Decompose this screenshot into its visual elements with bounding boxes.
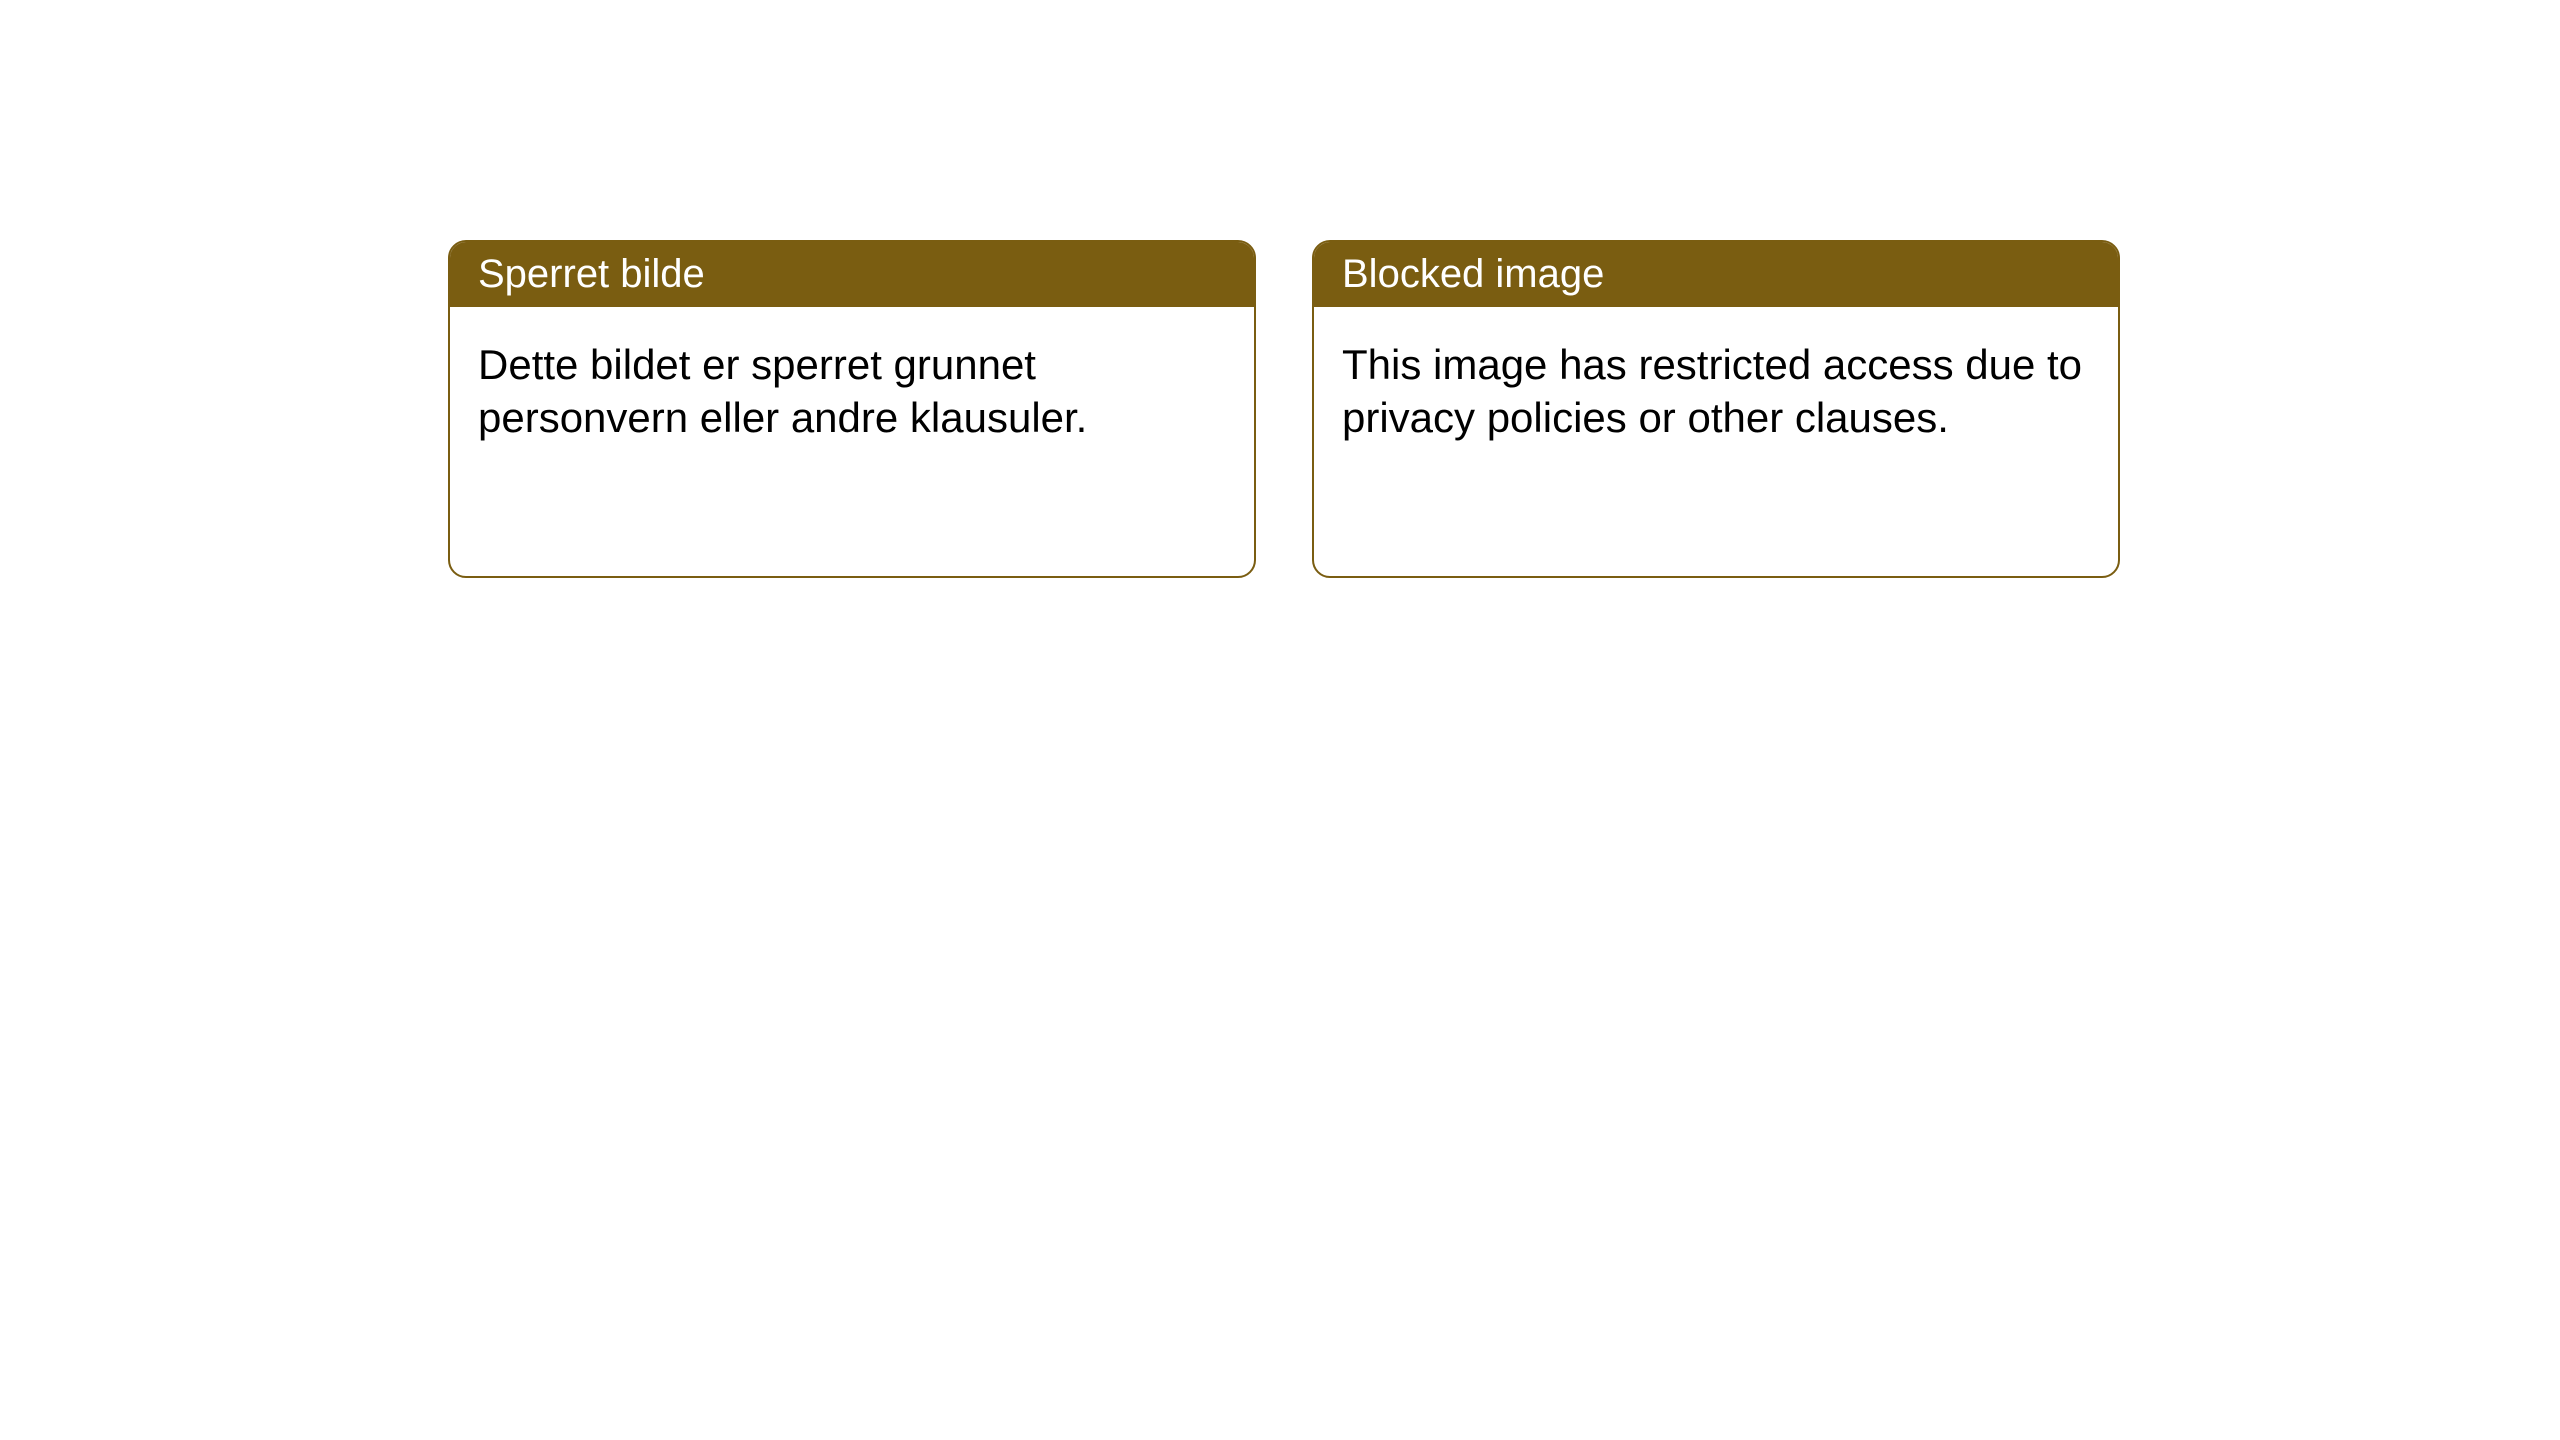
card-header-no: Sperret bilde [450, 242, 1254, 307]
card-title-no: Sperret bilde [478, 252, 705, 296]
card-body-text-no: Dette bildet er sperret grunnet personve… [478, 341, 1087, 441]
card-header-en: Blocked image [1314, 242, 2118, 307]
blocked-image-card-no: Sperret bilde Dette bildet er sperret gr… [448, 240, 1256, 578]
card-body-text-en: This image has restricted access due to … [1342, 341, 2082, 441]
blocked-image-card-en: Blocked image This image has restricted … [1312, 240, 2120, 578]
notice-container: Sperret bilde Dette bildet er sperret gr… [0, 0, 2560, 578]
card-body-no: Dette bildet er sperret grunnet personve… [450, 307, 1254, 476]
card-body-en: This image has restricted access due to … [1314, 307, 2118, 476]
card-title-en: Blocked image [1342, 252, 1604, 296]
